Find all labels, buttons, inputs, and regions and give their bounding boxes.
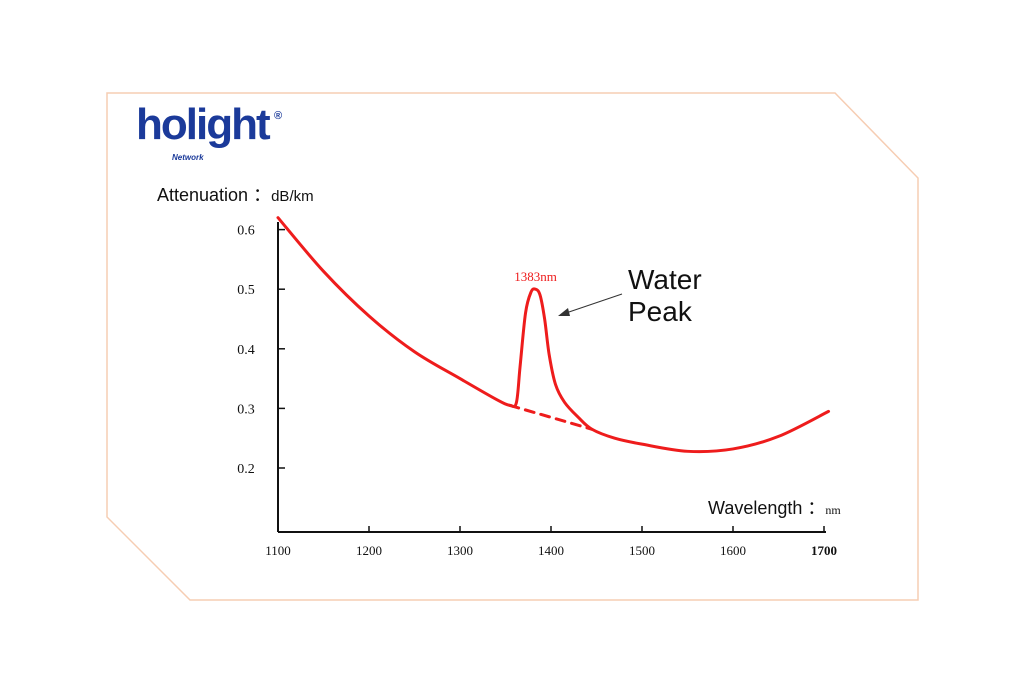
y-axis-label: Attenuation ：dB/km xyxy=(157,185,314,205)
y-tick-label: 0.6 xyxy=(237,224,255,239)
water-peak-annotation: Water Peak xyxy=(628,264,702,327)
arrow-line xyxy=(565,293,623,314)
x-tick-label: 1500 xyxy=(629,543,655,558)
x-tick-label: 1600 xyxy=(720,543,746,558)
peak-label: 1383nm xyxy=(514,269,557,284)
y-tick-label: 0.4 xyxy=(237,343,255,358)
brand-logo-subtitle: Network xyxy=(172,153,204,162)
x-tick-label: 1100 xyxy=(265,543,291,558)
y-tick-label: 0.5 xyxy=(237,283,255,298)
brand-logo: holight xyxy=(136,100,271,149)
x-tick-label: 1300 xyxy=(447,543,473,558)
attenuation-curve xyxy=(276,216,831,454)
plot-area: 1100 1200 1300 1400 1500 1600 1700 0.6 0.5 0.4 0.3… xyxy=(237,216,837,558)
y-tick-label: 0.2 xyxy=(237,462,255,477)
brand-registered-mark: ® xyxy=(274,110,283,122)
frame-border xyxy=(106,92,919,601)
baseline-dashed-line xyxy=(508,403,594,431)
x-tick-label: 1200 xyxy=(356,543,382,558)
x-axis-label: Wavelength ：nm xyxy=(708,498,841,518)
arrow-head xyxy=(558,308,570,316)
x-tick-label: 1700 xyxy=(811,543,837,558)
y-tick-label: 0.3 xyxy=(237,402,255,417)
x-tick-label: 1400 xyxy=(538,543,564,558)
